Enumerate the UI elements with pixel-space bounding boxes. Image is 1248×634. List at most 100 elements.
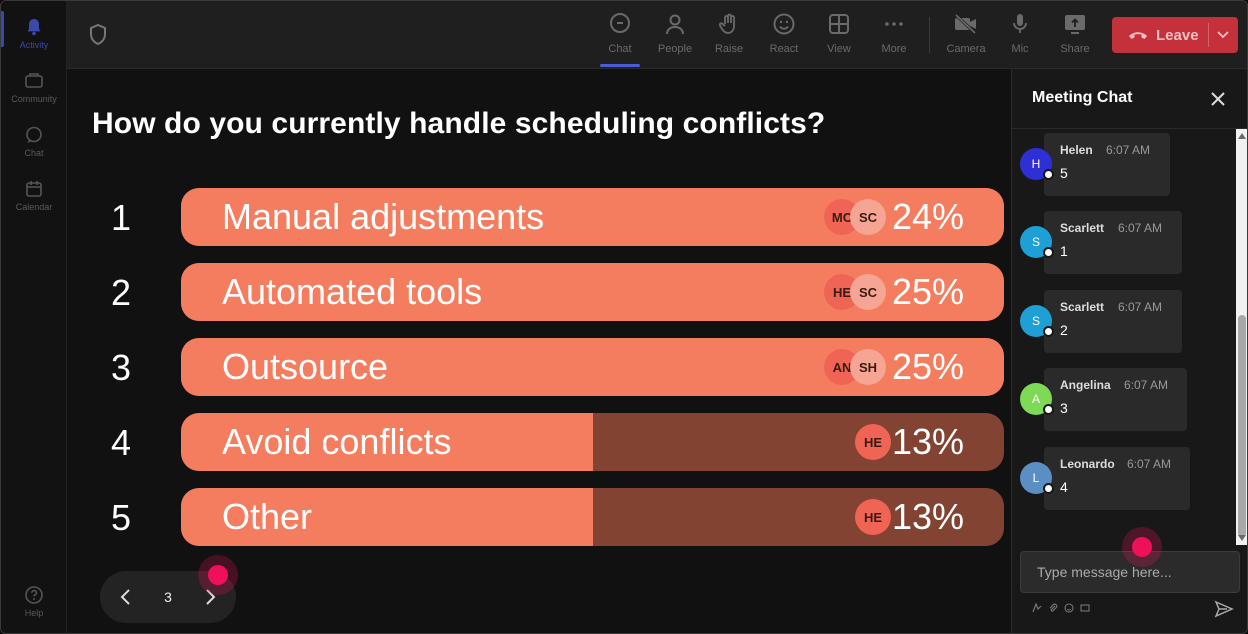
message-time: 6:07 AM: [1118, 300, 1163, 314]
toolbar-label: Share: [1060, 43, 1090, 55]
poll-option-bar: Automated tools HE SC 25%: [181, 263, 1004, 321]
shield-icon[interactable]: [87, 23, 109, 47]
meeting-chat-panel: Meeting Chat Helen 6:07 AM 5 H Scarlet: [1011, 69, 1247, 633]
avatar-initial: L: [1032, 471, 1040, 485]
toolbar-react-button[interactable]: React: [758, 11, 810, 61]
poll-option-label: Manual adjustments: [222, 196, 545, 237]
rail-item-chat[interactable]: Chat: [1, 117, 67, 165]
format-toolbar: [1032, 602, 1090, 615]
close-icon[interactable]: [1208, 89, 1228, 109]
option-number: 2: [110, 272, 132, 313]
chat-message: Scarlett 6:07 AM 2 S: [1012, 290, 1234, 353]
message-time: 6:07 AM: [1127, 457, 1172, 471]
message-text: 3: [1060, 400, 1068, 416]
toolbar-view-button[interactable]: View: [813, 11, 865, 61]
scroll-down-arrow-icon[interactable]: [1238, 535, 1246, 541]
message-text: 4: [1060, 479, 1068, 495]
hand-icon: [716, 11, 742, 37]
rail-item-label: Community: [11, 94, 57, 104]
option-number: 4: [110, 422, 132, 463]
voter-avatar: SH: [850, 349, 886, 385]
format-icon[interactable]: [1032, 602, 1042, 615]
rail-active-indicator: [1, 11, 4, 47]
chat-scrollbar[interactable]: [1236, 129, 1247, 545]
community-icon: [23, 70, 45, 92]
scrollbar-thumb[interactable]: [1238, 315, 1246, 537]
avatar: S: [1020, 226, 1054, 258]
message-time: 6:07 AM: [1106, 143, 1151, 157]
attach-icon[interactable]: [1048, 603, 1058, 615]
avatar-initial: S: [1031, 314, 1040, 328]
microphone-icon: [1007, 11, 1033, 37]
bell-icon: [23, 16, 45, 38]
voter-avatar: HE: [855, 499, 891, 535]
leave-button[interactable]: Leave: [1112, 17, 1238, 53]
toolbar-chat-button[interactable]: Chat: [594, 11, 646, 67]
message-sender: Angelina: [1060, 378, 1111, 392]
status-icon: [1043, 247, 1054, 258]
toolbar-label: People: [657, 43, 693, 55]
meeting-toolbar: Chat People Raise React View: [67, 1, 1247, 69]
toolbar-raise-button[interactable]: Raise: [703, 11, 755, 61]
avatar: L: [1020, 462, 1054, 494]
toolbar-label: Raise: [714, 43, 744, 55]
hang-up-icon: [1128, 29, 1148, 41]
status-icon: [1043, 326, 1054, 337]
rail-item-help[interactable]: Help: [1, 577, 67, 625]
avatar-initial: H: [1031, 157, 1041, 171]
toolbar-more-button[interactable]: More: [868, 11, 920, 61]
toolbar-label: React: [769, 43, 799, 55]
toolbar-share-button[interactable]: Share: [1049, 11, 1101, 61]
message-bubble: Scarlett 6:07 AM 1: [1044, 211, 1182, 274]
gif-icon[interactable]: [1080, 603, 1090, 615]
grid-icon: [826, 11, 852, 37]
send-icon[interactable]: [1214, 599, 1234, 619]
chevron-right-icon[interactable]: [198, 585, 222, 609]
poll-option-fill: [181, 413, 593, 471]
toolbar-camera-button[interactable]: Camera: [940, 11, 992, 61]
chat-icon: [23, 124, 45, 146]
toolbar-mic-button[interactable]: Mic: [994, 11, 1046, 61]
rail-item-label: Activity: [19, 40, 49, 50]
toolbar-label: View: [827, 43, 851, 55]
rail-item-label: Chat: [24, 148, 44, 158]
cursor-indicator: [1132, 537, 1152, 557]
chevron-down-icon[interactable]: [1216, 27, 1230, 41]
more-icon: [881, 11, 907, 37]
poll-option-percent: 25%: [891, 346, 964, 387]
poll-option-bar: Avoid conflicts HE 13%: [181, 413, 1004, 471]
emoji-icon[interactable]: [1064, 603, 1074, 615]
poll-option-percent: 13%: [891, 421, 964, 462]
chat-compose-box: [1020, 551, 1240, 593]
rail-item-activity[interactable]: Activity: [1, 9, 67, 57]
rail-item-calendar[interactable]: Calendar: [1, 171, 67, 219]
avatar: A: [1020, 383, 1054, 415]
person-icon: [662, 11, 688, 37]
rail-item-community[interactable]: Community: [1, 63, 67, 111]
toolbar-label: Camera: [946, 43, 986, 55]
status-icon: [1043, 483, 1054, 494]
chat-message-input[interactable]: [1021, 552, 1239, 592]
poll-option-label: Avoid conflicts: [222, 421, 452, 462]
chevron-left-icon[interactable]: [114, 585, 138, 609]
avatar-initial: S: [1031, 235, 1040, 249]
poll-option-percent: 13%: [891, 496, 964, 537]
voter-avatar: SC: [850, 199, 886, 235]
poll-option-label: Outsource: [222, 346, 389, 387]
option-number: 5: [110, 497, 132, 538]
toolbar-people-button[interactable]: People: [649, 11, 701, 61]
toolbar-label: Mic: [1011, 43, 1029, 55]
option-number: 3: [110, 347, 132, 388]
message-time: 6:07 AM: [1118, 221, 1163, 235]
rail-item-label: Calendar: [15, 202, 53, 212]
chat-title: Meeting Chat: [1032, 89, 1133, 106]
poll-option-bar: Manual adjustments MC SC 24%: [181, 188, 1004, 246]
toolbar-label: Chat: [608, 43, 632, 55]
smiley-icon: [771, 11, 797, 37]
toolbar-label: More: [881, 43, 907, 55]
message-sender: Scarlett: [1060, 300, 1105, 314]
voter-avatar: HE: [855, 424, 891, 460]
toolbar-divider: [929, 17, 930, 53]
poll-option-label: Automated tools: [222, 271, 483, 312]
scroll-up-arrow-icon[interactable]: [1238, 133, 1246, 139]
